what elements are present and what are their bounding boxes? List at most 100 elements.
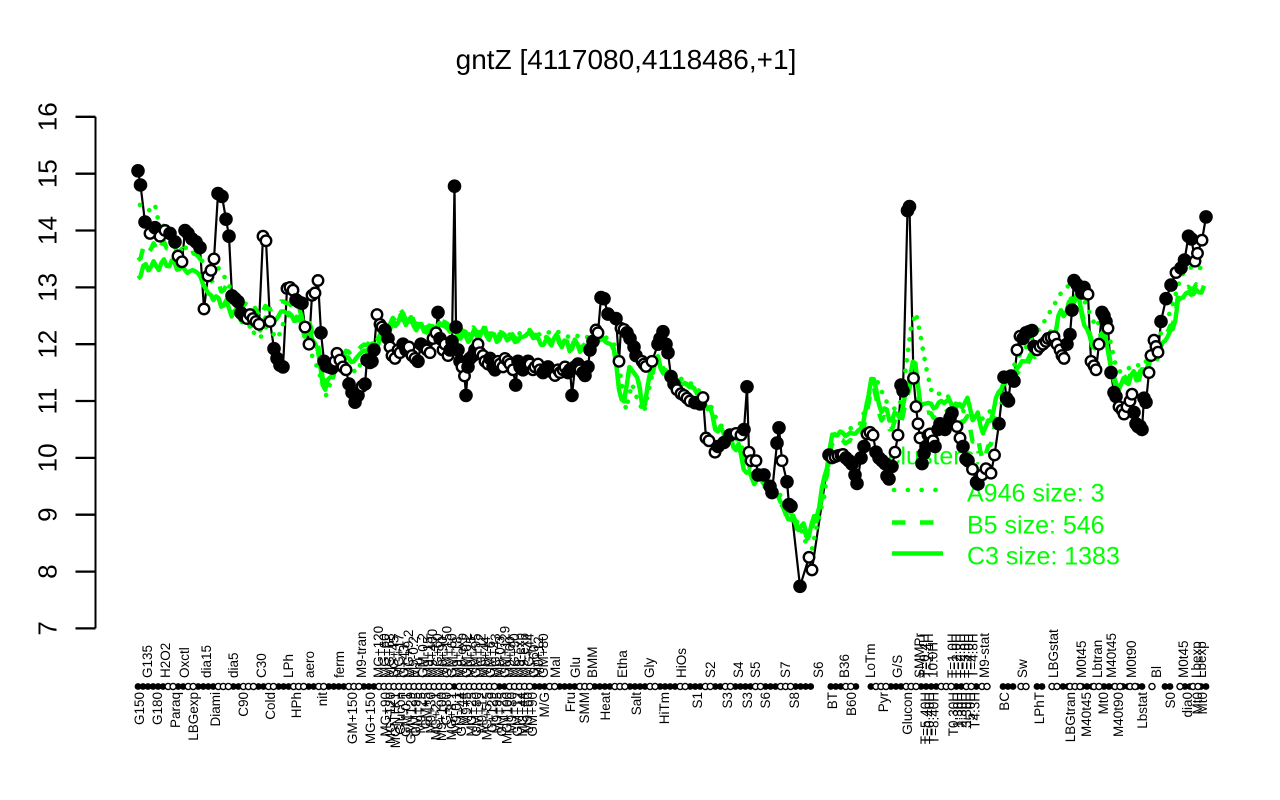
svg-text:GM+12: GM+12 — [510, 692, 525, 737]
svg-text:LBGstat: LBGstat — [1046, 629, 1061, 678]
svg-text:MG+120: MG+120 — [371, 626, 386, 678]
svg-text:SG+45: SG+45 — [387, 636, 402, 678]
svg-text:M9-exp: M9-exp — [454, 633, 469, 678]
svg-text:8: 8 — [33, 564, 63, 578]
svg-text:10: 10 — [33, 443, 63, 472]
svg-text:15: 15 — [33, 159, 63, 188]
svg-text:MG+44: MG+44 — [522, 633, 537, 678]
svg-text:Lbtran: Lbtran — [1090, 640, 1105, 678]
svg-text:T=0.4H: T=0.4H — [917, 633, 932, 678]
svg-text:M9+18: M9+18 — [449, 636, 464, 678]
svg-text:MGNTK1: MGNTK1 — [388, 692, 403, 748]
svg-text:10:0H: 10:0H — [925, 642, 940, 678]
svg-text:GM+150: GM+150 — [345, 692, 360, 744]
svg-text:MG+43: MG+43 — [488, 633, 503, 678]
svg-text:M9-0.3: M9-0.3 — [493, 636, 508, 678]
svg-text:M9+100: M9+100 — [434, 692, 449, 741]
svg-text:MG+9.2: MG+9.2 — [401, 630, 416, 678]
svg-text:B36: B36 — [837, 654, 852, 678]
svg-text:GM+25: GM+25 — [495, 692, 510, 737]
svg-text:B5 size: 546: B5 size: 546 — [967, 512, 1105, 540]
svg-text:dia5: dia5 — [226, 652, 241, 678]
svg-text:Lbexp: Lbexp — [1189, 641, 1204, 678]
svg-text:B60: B60 — [844, 692, 859, 716]
svg-text:GM+6: GM+6 — [483, 641, 498, 678]
svg-text:Lbstat: Lbstat — [1135, 692, 1150, 729]
svg-text:MG+100: MG+100 — [500, 692, 515, 744]
svg-text:M0t90: M0t90 — [1124, 640, 1139, 678]
svg-text:C90: C90 — [236, 692, 251, 717]
svg-text:Diami: Diami — [208, 692, 223, 727]
svg-text:LPh: LPh — [281, 654, 296, 678]
svg-text:G135: G135 — [140, 645, 155, 678]
svg-text:LBGtran: LBGtran — [1063, 692, 1078, 742]
svg-text:MG+5.5: MG+5.5 — [479, 692, 494, 740]
svg-text:GM-0.2: GM-0.2 — [459, 633, 474, 678]
svg-text:Salt: Salt — [629, 692, 644, 716]
svg-text:GM+95: GM+95 — [469, 633, 484, 678]
svg-text:T=3.0H: T=3.0H — [957, 633, 972, 678]
svg-text:HiTm: HiTm — [657, 692, 672, 724]
svg-text:GM-0.2: GM-0.2 — [416, 633, 431, 678]
svg-text:T=4.0H: T=4.0H — [961, 633, 976, 678]
svg-text:T=1.0H: T=1.0H — [945, 633, 960, 678]
svg-text:Mt0: Mt0 — [1096, 692, 1111, 715]
svg-text:G+80: G+80 — [439, 692, 454, 725]
svg-text:M9-0.1: M9-0.1 — [449, 692, 464, 734]
svg-text:M9+12: M9+12 — [474, 692, 489, 734]
svg-text:M0t45: M0t45 — [1176, 640, 1191, 678]
svg-text:Sw: Sw — [1015, 659, 1030, 678]
svg-text:GM+5: GM+5 — [419, 692, 434, 729]
svg-text:MG+90: MG+90 — [507, 633, 522, 678]
svg-text:GM+80: GM+80 — [536, 633, 551, 678]
svg-text:Gly: Gly — [642, 658, 657, 679]
svg-text:Oxctl: Oxctl — [177, 647, 192, 678]
svg-text:M40t45: M40t45 — [1104, 633, 1119, 678]
svg-text:Lbexp: Lbexp — [1194, 641, 1209, 678]
svg-text:M9-stat: M9-stat — [977, 633, 992, 678]
svg-text:T=2.0H: T=2.0H — [949, 633, 964, 678]
svg-text:dia0: dia0 — [1180, 692, 1195, 718]
svg-text:Pyr: Pyr — [876, 691, 891, 712]
svg-text:T0.30H: T0.30H — [946, 692, 961, 736]
svg-text:Mal: Mal — [548, 656, 563, 678]
svg-text:MG+60: MG+60 — [377, 633, 392, 678]
svg-text:T=4.8H: T=4.8H — [966, 633, 981, 678]
svg-text:MG+120: MG+120 — [383, 692, 398, 744]
svg-text:C3 size: 1383: C3 size: 1383 — [967, 543, 1120, 571]
svg-text:M0t45: M0t45 — [1074, 640, 1089, 678]
svg-text:G+43: G+43 — [396, 645, 411, 678]
svg-text:HiOs: HiOs — [674, 648, 689, 678]
svg-text:GM+95: GM+95 — [408, 692, 423, 737]
svg-text:Mt0: Mt0 — [1190, 692, 1205, 715]
svg-text:HPh: HPh — [289, 692, 304, 718]
svg-text:5.0H: 5.0H — [963, 692, 978, 721]
svg-text:BC: BC — [997, 692, 1012, 711]
svg-text:M9+95: M9+95 — [490, 692, 505, 734]
svg-text:11: 11 — [33, 388, 63, 415]
svg-text:S5: S5 — [748, 661, 763, 678]
svg-text:MG+150: MG+150 — [363, 692, 378, 744]
svg-text:aero: aero — [302, 651, 317, 678]
svg-text:MG+25: MG+25 — [464, 692, 479, 737]
svg-text:G+129: G+129 — [484, 692, 499, 733]
svg-text:M9+60: M9+60 — [520, 692, 535, 734]
svg-text:Heat: Heat — [598, 692, 613, 721]
svg-text:16: 16 — [33, 102, 63, 131]
svg-text:MG+60: MG+60 — [430, 633, 445, 678]
svg-text:G/S: G/S — [890, 655, 905, 678]
svg-text:GM+129: GM+129 — [403, 692, 418, 744]
svg-text:M9+80: M9+80 — [505, 692, 520, 734]
svg-text:GM+80: GM+80 — [469, 692, 484, 737]
svg-text:MG+68: MG+68 — [382, 633, 397, 678]
svg-text:S1: S1 — [690, 692, 705, 709]
svg-text:M9+25: M9+25 — [414, 692, 429, 734]
svg-text:H2O2: H2O2 — [158, 643, 173, 678]
svg-text:G150: G150 — [132, 692, 147, 725]
svg-text:13: 13 — [33, 273, 63, 302]
svg-text:GM+60: GM+60 — [445, 633, 460, 678]
svg-text:MG+8.1: MG+8.1 — [444, 692, 459, 740]
svg-text:S0: S0 — [1163, 692, 1178, 709]
svg-text:T=8.40H: T=8.40H — [926, 692, 941, 744]
svg-text:GM+90: GM+90 — [525, 692, 540, 737]
